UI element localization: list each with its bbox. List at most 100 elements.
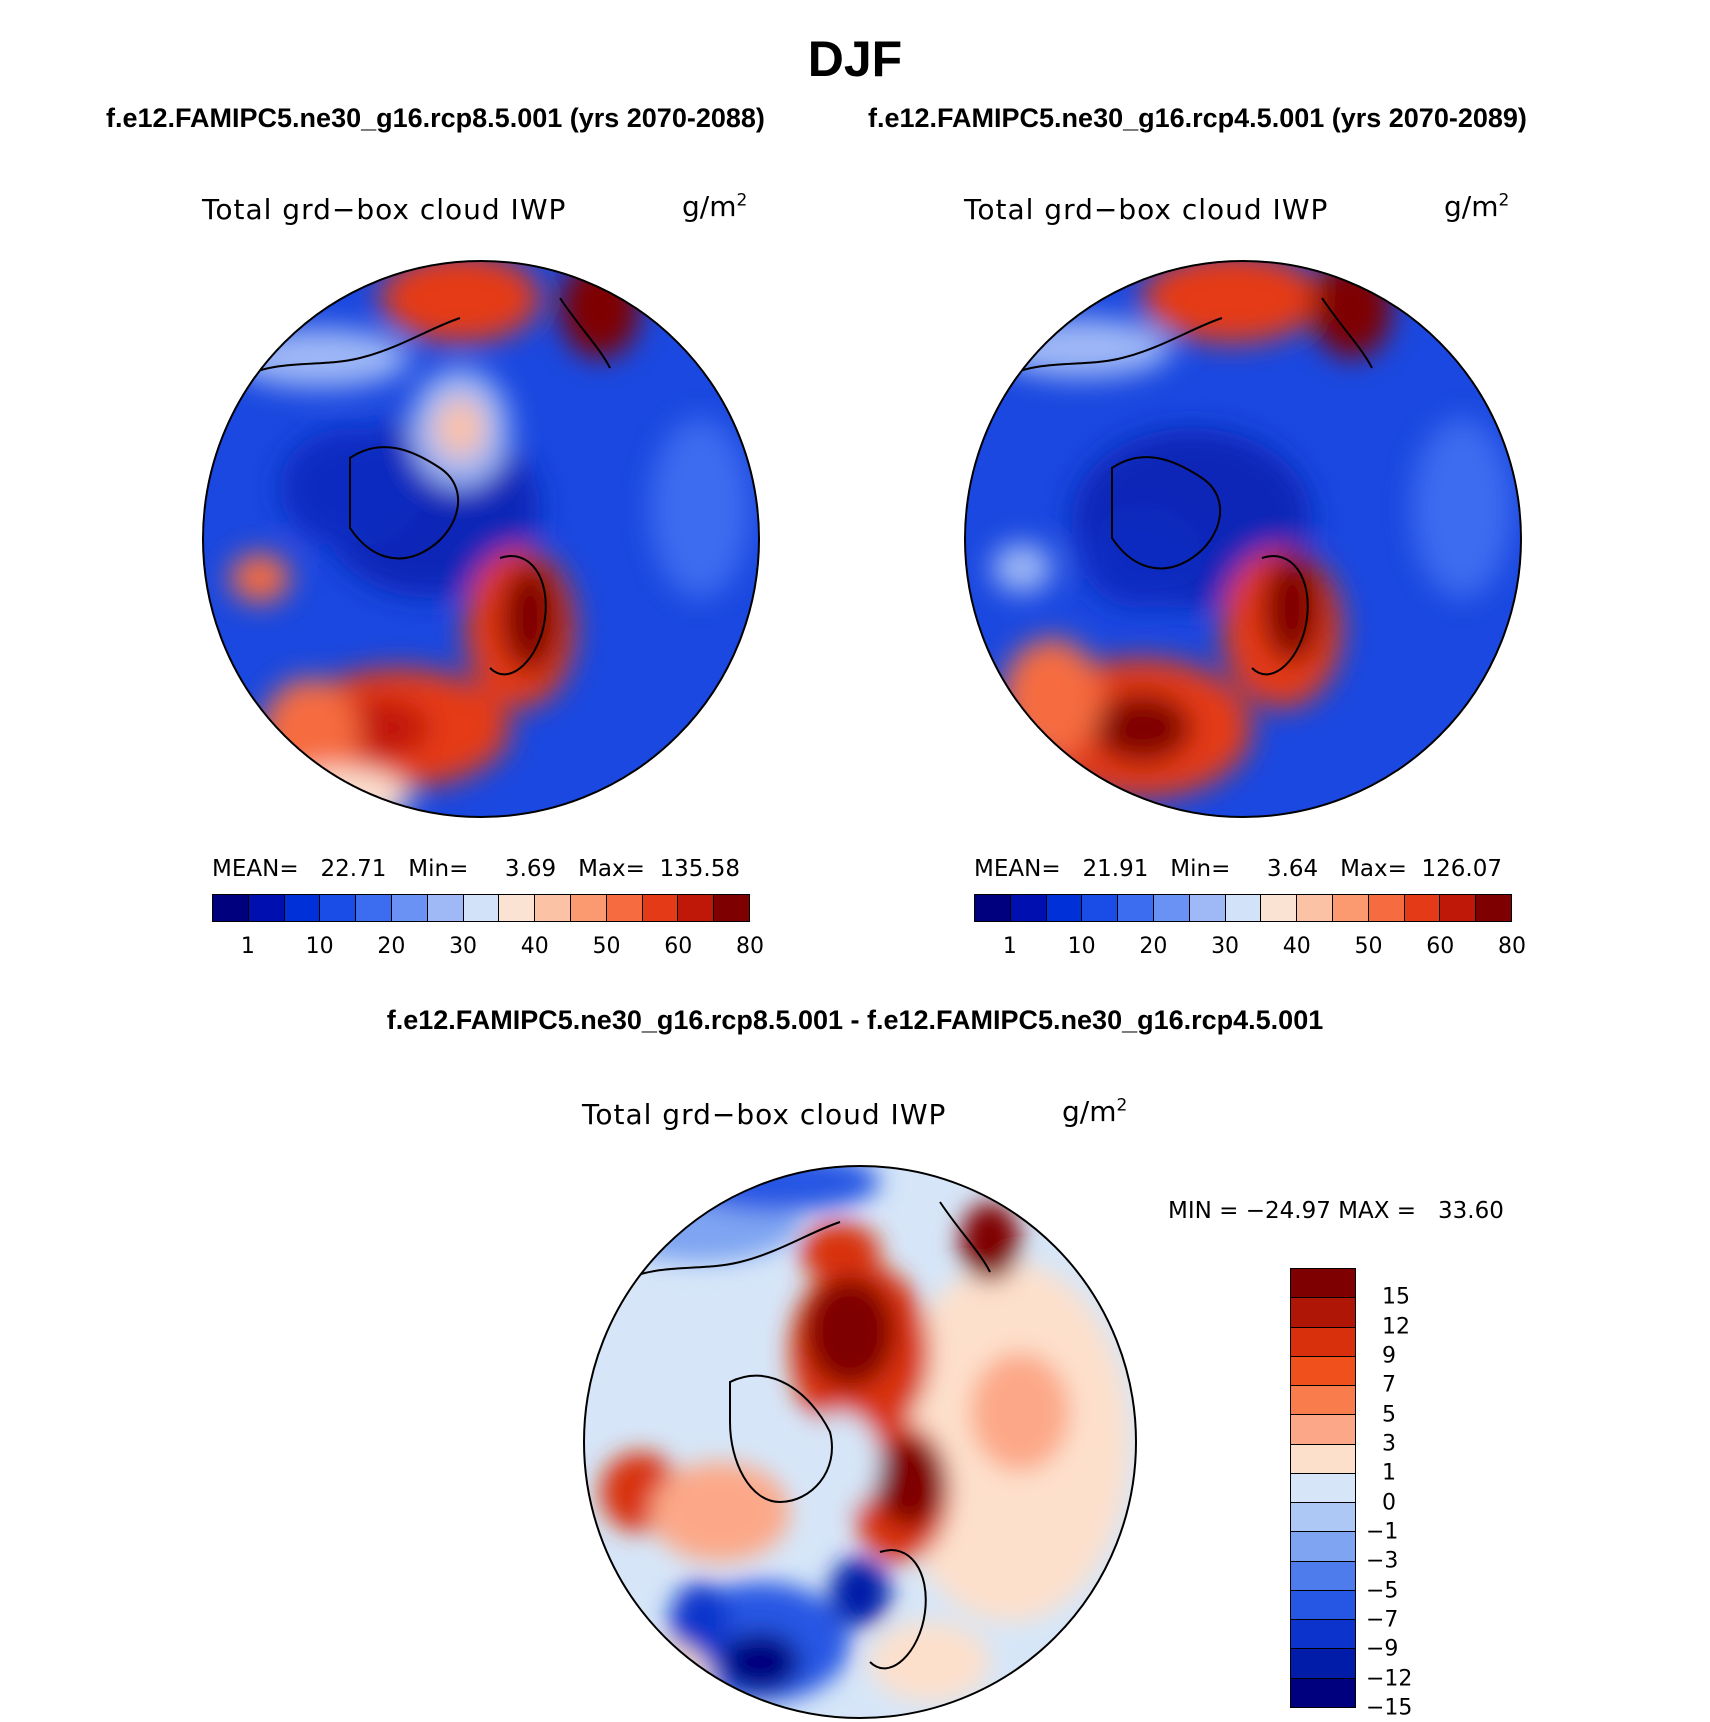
difference-units-base: g/m (1062, 1095, 1117, 1128)
difference-colorbar-box (1291, 1649, 1355, 1679)
panel-1-colorbar-box (678, 895, 715, 921)
difference-colorbar-tick-label: −1 (1366, 1519, 1399, 1545)
panel-1-colorbar-box (284, 895, 321, 921)
difference-colorbar-box (1291, 1327, 1355, 1357)
map-1-coastline-arctic (349, 446, 459, 560)
difference-variable-label: Total grd−box cloud IWP (582, 1098, 947, 1131)
panel-1-subtitle: f.e12.FAMIPC5.ne30_g16.rcp8.5.001 (yrs 2… (106, 103, 765, 133)
map-1-border (202, 260, 760, 818)
panel-1-colorbar-box (642, 895, 679, 921)
panel-1-colorbar-box (248, 895, 285, 921)
panel-2-colorbar-box (1297, 895, 1333, 921)
map-2-coastline-scandinavia (1251, 555, 1309, 676)
panel-2-colorbar-box (1440, 895, 1477, 921)
difference-colorbar-tick-label: 3 (1382, 1431, 1396, 1457)
difference-coastline-scandinavia (869, 1549, 927, 1670)
difference-units: g/m2 (1062, 1095, 1127, 1128)
difference-colorbar-tick-label: −15 (1366, 1695, 1413, 1721)
panel-1-variable-label: Total grd−box cloud IWP (202, 193, 567, 226)
difference-colorbar-box (1291, 1269, 1355, 1299)
difference-colorbar-box (1291, 1678, 1355, 1707)
figure-title: DJF (807, 31, 903, 87)
map-2-coastline-alaska (1321, 297, 1373, 369)
difference-coastline-asia (619, 1221, 841, 1283)
panel-2-colorbar-box (1046, 895, 1083, 921)
difference-colorbar-labels: 15 12 9 7 5 3 1 0 −1 −3 −5 −7 −9 −12 −15 (1366, 1268, 1446, 1721)
panel-2-variable-label: Total grd−box cloud IWP (964, 193, 1329, 226)
panel-1-colorbar-box (714, 895, 749, 921)
difference-colorbar-box (1291, 1590, 1355, 1621)
panel-1-colorbar-box (427, 895, 464, 921)
panel-1-colorbar-tick-label: 40 (520, 934, 549, 959)
panel-1-colorbar-box (213, 895, 249, 921)
difference-title: f.e12.FAMIPC5.ne30_g16.rcp8.5.001 - f.e1… (386, 1005, 1324, 1035)
panel-1-colorbar-tick-label: 10 (305, 934, 334, 959)
panel-2-colorbar-box (1261, 895, 1298, 921)
panel-2-stats: MEAN= 21.91 Min= 3.64 Max= 126.07 (974, 856, 1503, 882)
panel-1-colorbar-tick-label: 50 (592, 934, 621, 959)
panel-2-colorbar-box (975, 895, 1011, 921)
difference-units-exponent: 2 (1116, 1095, 1128, 1116)
panel-1-colorbar-box (499, 895, 536, 921)
map-2-coastline-arctic (1111, 456, 1221, 570)
panel-2-colorbar-box (1404, 895, 1441, 921)
panel-1-colorbar-tick-label: 60 (664, 934, 693, 959)
difference-colorbar-tick-label: 0 (1382, 1490, 1396, 1516)
panel-2-colorbar-box (1010, 895, 1047, 921)
panel-2-colorbar-box (1082, 895, 1119, 921)
panel-1-colorbar-tick-label: 80 (736, 934, 764, 959)
panel-2-colorbar-tick-label: 10 (1067, 934, 1096, 959)
difference-colorbar-tick-label: −5 (1366, 1578, 1399, 1604)
panel-1-units-base: g/m (682, 190, 737, 223)
panel-1-colorbar-tick-label: 30 (449, 934, 478, 959)
panel-1-colorbar-tick-label: 1 (240, 934, 255, 959)
difference-colorbar-tick-label: 15 (1382, 1284, 1410, 1310)
difference-colorbar-box (1291, 1473, 1355, 1504)
panel-1-colorbar-box (463, 895, 500, 921)
panel-2-units: g/m2 (1444, 190, 1509, 223)
difference-colorbar-tick-label: −12 (1366, 1666, 1413, 1692)
difference-coastline-arctic (729, 1374, 833, 1504)
map-1-coastline-asia (239, 317, 461, 379)
difference-colorbar-box (1291, 1444, 1355, 1474)
panel-2-colorbar-box (1332, 895, 1369, 921)
panel-2-colorbar-tick-label: 40 (1282, 934, 1311, 959)
panel-1-units-exponent: 2 (736, 190, 748, 211)
panel-1-stats: MEAN= 22.71 Min= 3.69 Max= 135.58 (212, 856, 741, 882)
difference-colorbar-box (1291, 1561, 1355, 1591)
panel-2-colorbar-box (1476, 895, 1511, 921)
difference-colorbar-tick-label: 5 (1382, 1402, 1396, 1428)
panel-2-colorbar-box (1189, 895, 1226, 921)
panel-2-colorbar (974, 894, 1512, 922)
panel-1-units: g/m2 (682, 190, 747, 223)
map-2-coastline-asia (1001, 317, 1223, 379)
panel-2-colorbar-box (1225, 895, 1262, 921)
difference-stats: MIN = −24.97 MAX = 33.60 (1168, 1198, 1504, 1224)
panel-2-colorbar-box (1153, 895, 1190, 921)
panel-1-colorbar-box (606, 895, 643, 921)
difference-polar-map (583, 1165, 1137, 1719)
difference-colorbar-tick-label: 7 (1382, 1372, 1396, 1398)
panel-2-colorbar-box (1368, 895, 1405, 921)
panel-1-colorbar-box (535, 895, 571, 921)
difference-colorbar-tick-label: 1 (1382, 1460, 1396, 1486)
panel-1-colorbar-box (356, 895, 392, 921)
panel-2-colorbar-box (1118, 895, 1154, 921)
difference-colorbar-box (1291, 1298, 1355, 1328)
difference-colorbar-box (1291, 1503, 1355, 1533)
panel-1-colorbar (212, 894, 750, 922)
map-1-coastline-alaska (559, 297, 611, 369)
difference-colorbar-tick-label: −9 (1366, 1636, 1399, 1662)
difference-colorbar-box (1291, 1620, 1355, 1650)
panel-2-units-base: g/m (1444, 190, 1499, 223)
panel-1-colorbar-box (320, 895, 357, 921)
difference-colorbar-tick-label: −3 (1366, 1548, 1399, 1574)
panel-1-colorbar-labels: 1 10 20 30 40 50 60 80 (212, 934, 764, 964)
difference-colorbar-tick-label: 12 (1382, 1314, 1410, 1340)
panel-2-colorbar-tick-label: 20 (1139, 934, 1168, 959)
panel-2-colorbar-tick-label: 80 (1498, 934, 1526, 959)
difference-colorbar-box (1291, 1415, 1355, 1445)
panel-1-colorbar-box (391, 895, 428, 921)
difference-colorbar-box (1291, 1356, 1355, 1387)
map-2-border (964, 260, 1522, 818)
